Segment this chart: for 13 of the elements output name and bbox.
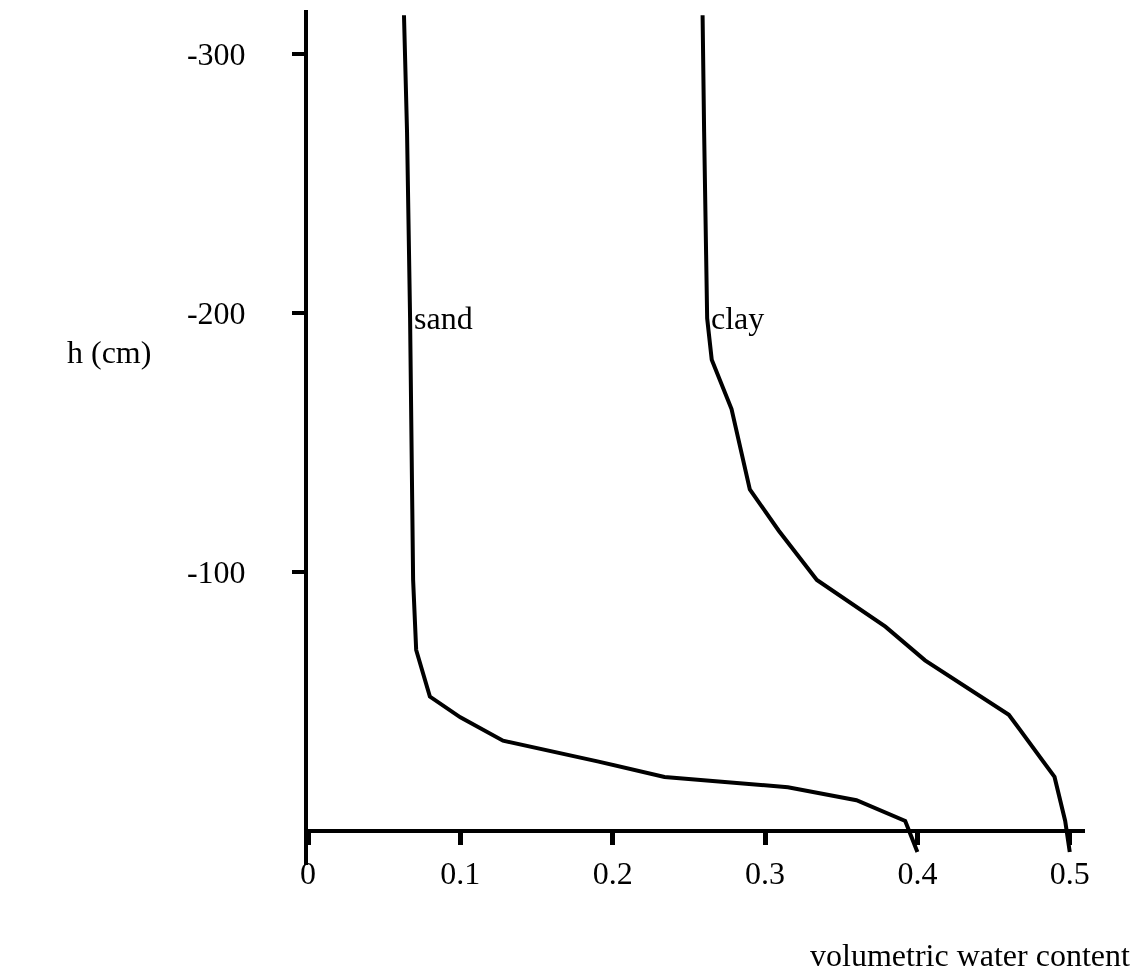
series-label: sand: [414, 300, 473, 336]
x-tick-label: 0.1: [440, 854, 481, 891]
y-tick-label: -200: [186, 295, 246, 332]
x-tick-label: 0.5: [1049, 854, 1090, 891]
x-tick-label: 0.4: [897, 854, 938, 891]
x-tick-label: 0.3: [745, 854, 786, 891]
x-tick-label: 0: [300, 854, 316, 891]
series-label: clay: [711, 300, 765, 336]
x-tick-label: 0.2: [592, 854, 633, 891]
y-axis-title: h (cm): [67, 334, 152, 370]
y-tick-label: -300: [186, 36, 246, 73]
y-tick-label: -100: [186, 554, 246, 591]
x-axis-title: volumetric water content: [810, 937, 1130, 973]
